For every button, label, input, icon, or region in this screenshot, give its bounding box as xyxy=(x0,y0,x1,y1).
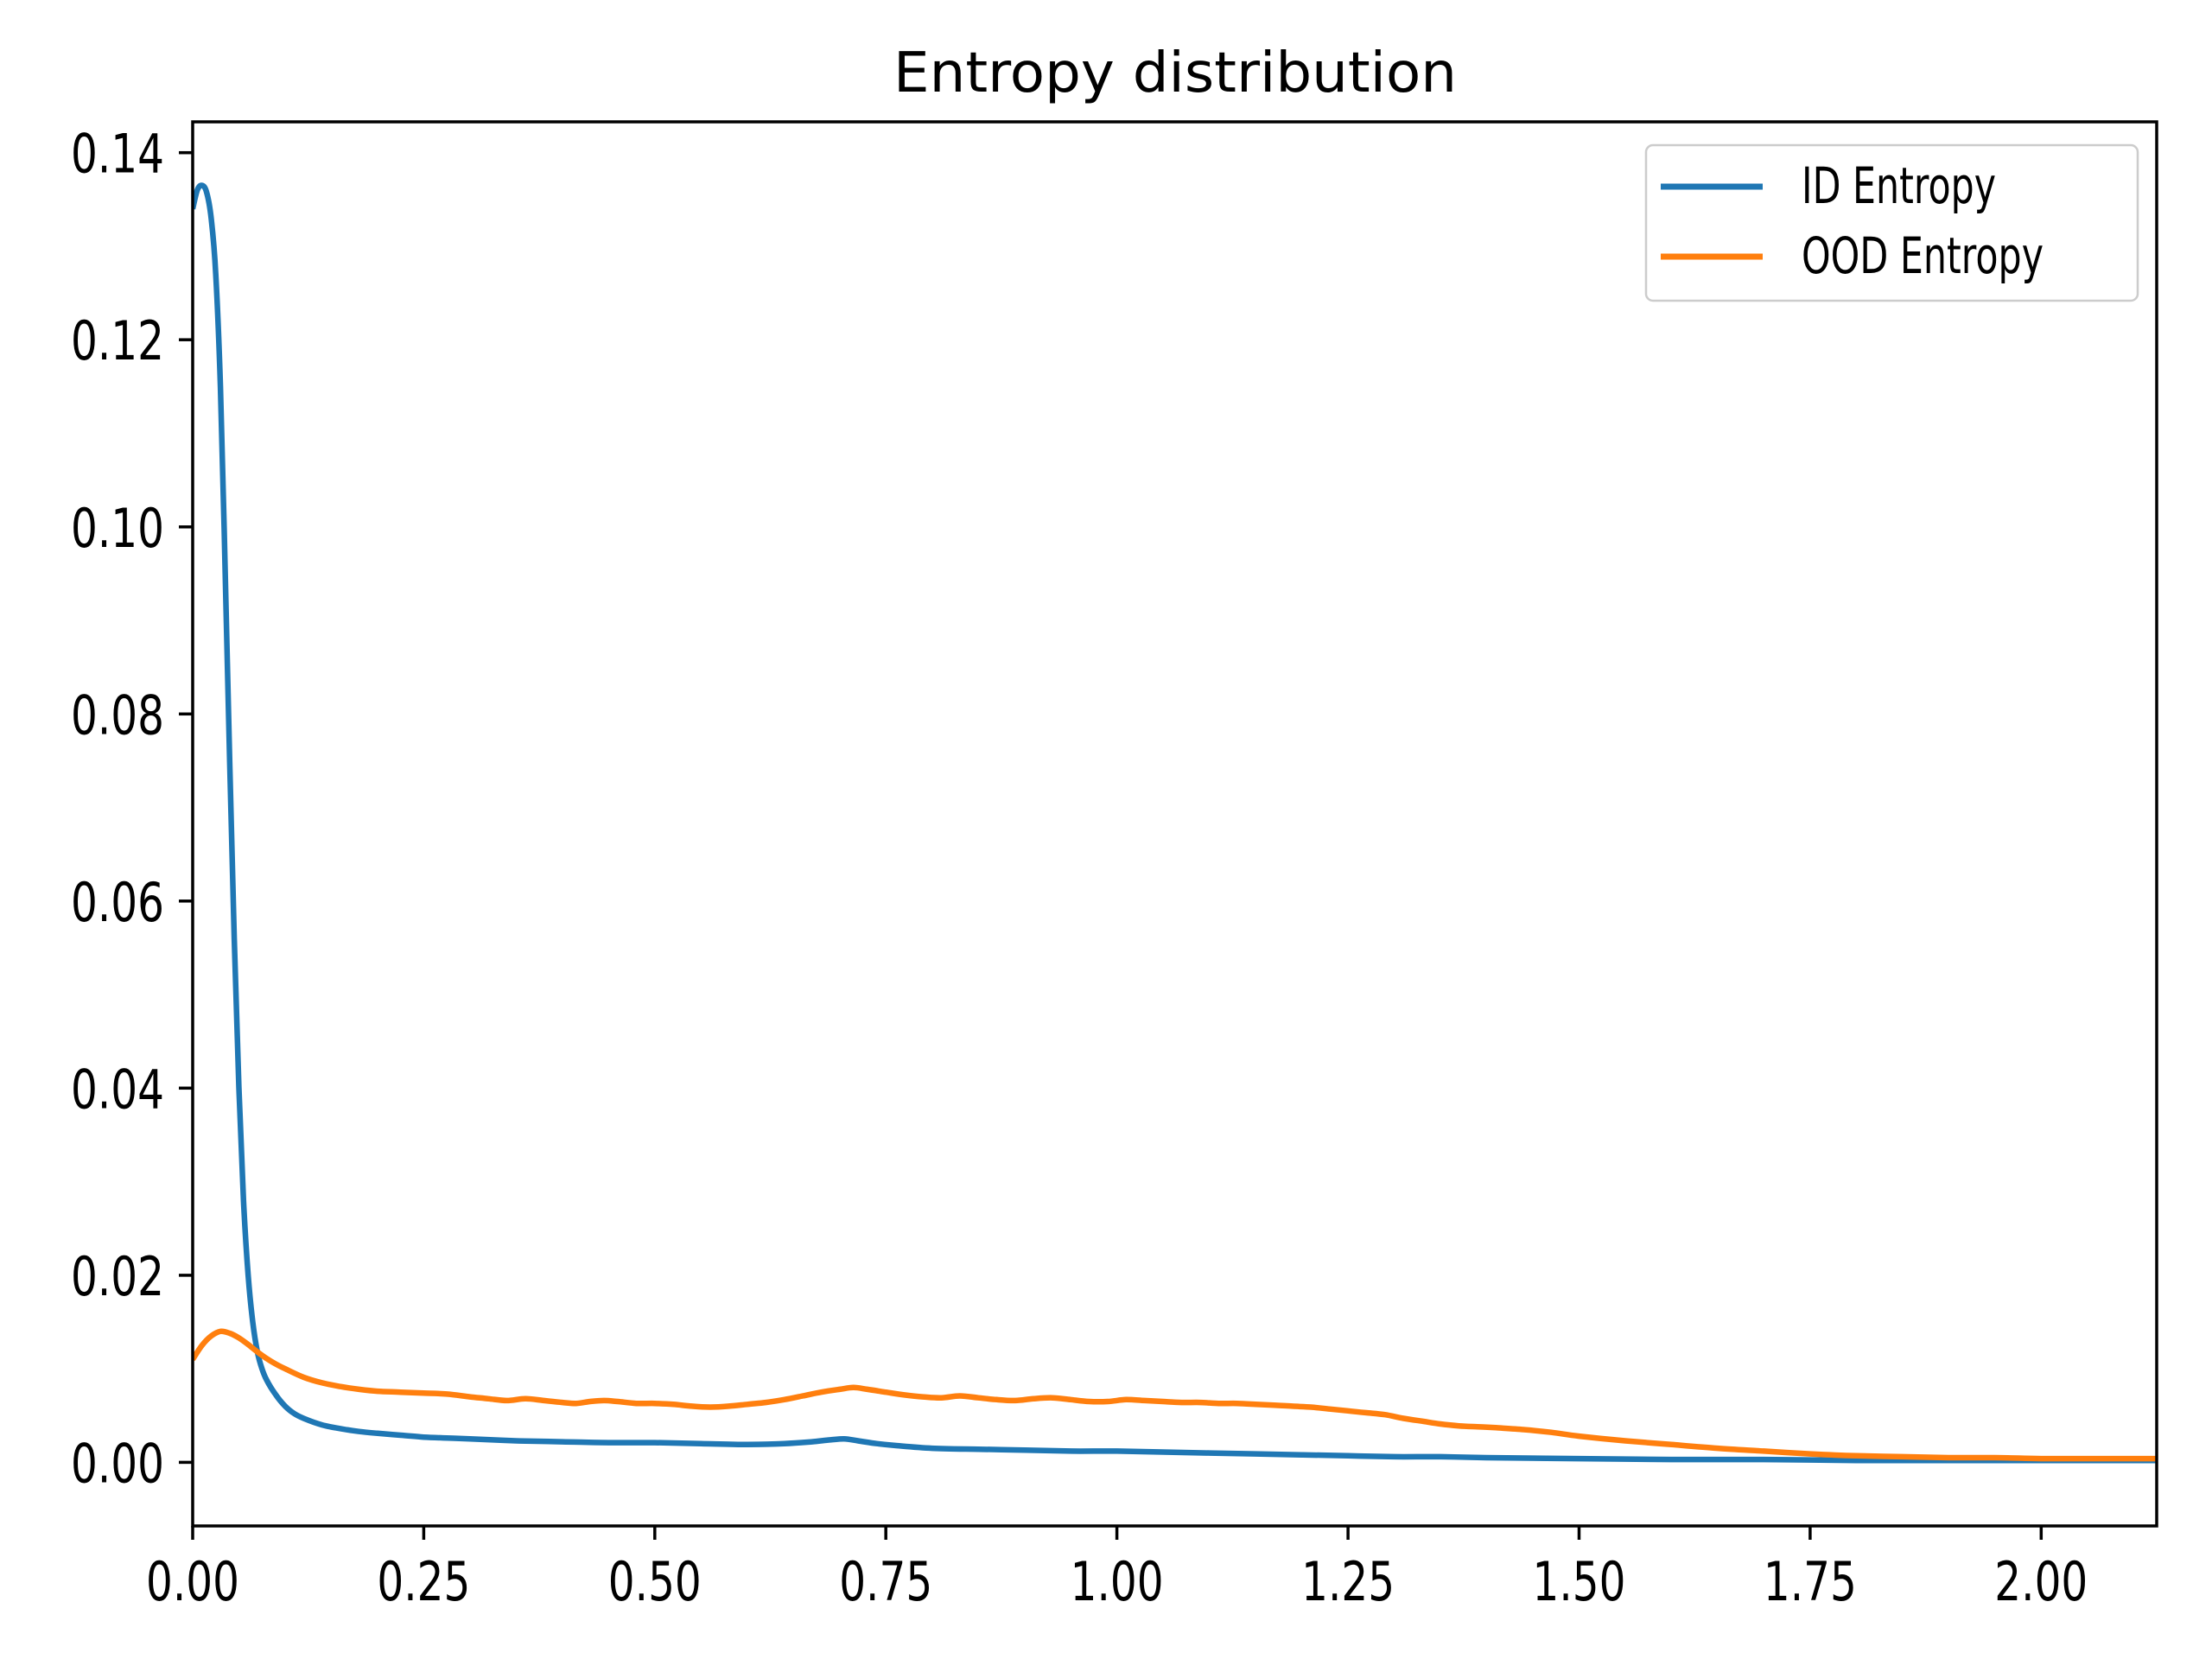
x-tick-label: 0.25 xyxy=(377,1550,470,1613)
x-tick-label: 1.25 xyxy=(1301,1550,1395,1613)
y-axis: 0.00 0.02 0.04 0.06 0.08 0.10 0.12 0.14 xyxy=(71,123,193,1495)
y-tick-label: 0.00 xyxy=(71,1432,164,1495)
plot-border xyxy=(191,120,2158,1528)
plot-background xyxy=(193,122,2157,1526)
legend-label: OOD Entropy xyxy=(1802,226,2044,285)
y-tick-label: 0.14 xyxy=(71,123,164,186)
y-tick-label: 0.02 xyxy=(71,1245,164,1308)
y-tick-label: 0.06 xyxy=(71,871,164,934)
ood-entropy-line xyxy=(193,1328,2157,1462)
x-tick-label: 0.75 xyxy=(839,1550,932,1613)
id-entropy-line xyxy=(193,182,2157,1464)
legend: ID Entropy OOD Entropy xyxy=(1644,143,2139,302)
x-tick-label: 1.50 xyxy=(1533,1550,1626,1613)
x-tick-label: 0.00 xyxy=(146,1550,239,1613)
legend-label: ID Entropy xyxy=(1802,156,1996,215)
x-axis: 0.00 0.25 0.50 0.75 1.00 1.25 1.50 1.75 2.00 xyxy=(146,1526,2088,1613)
series-lines xyxy=(193,182,2157,1464)
y-tick-label: 0.12 xyxy=(71,309,164,372)
legend-box xyxy=(1644,143,2139,302)
y-tick-label: 0.10 xyxy=(71,497,164,560)
x-tick-label: 2.00 xyxy=(1994,1550,2088,1613)
y-tick-label: 0.08 xyxy=(71,683,164,747)
x-tick-label: 1.00 xyxy=(1071,1550,1164,1613)
x-tick-label: 1.75 xyxy=(1764,1550,1857,1613)
x-tick-label: 0.50 xyxy=(608,1550,702,1613)
chart-title: Entropy distribution xyxy=(893,41,1457,105)
y-tick-label: 0.04 xyxy=(71,1058,164,1121)
